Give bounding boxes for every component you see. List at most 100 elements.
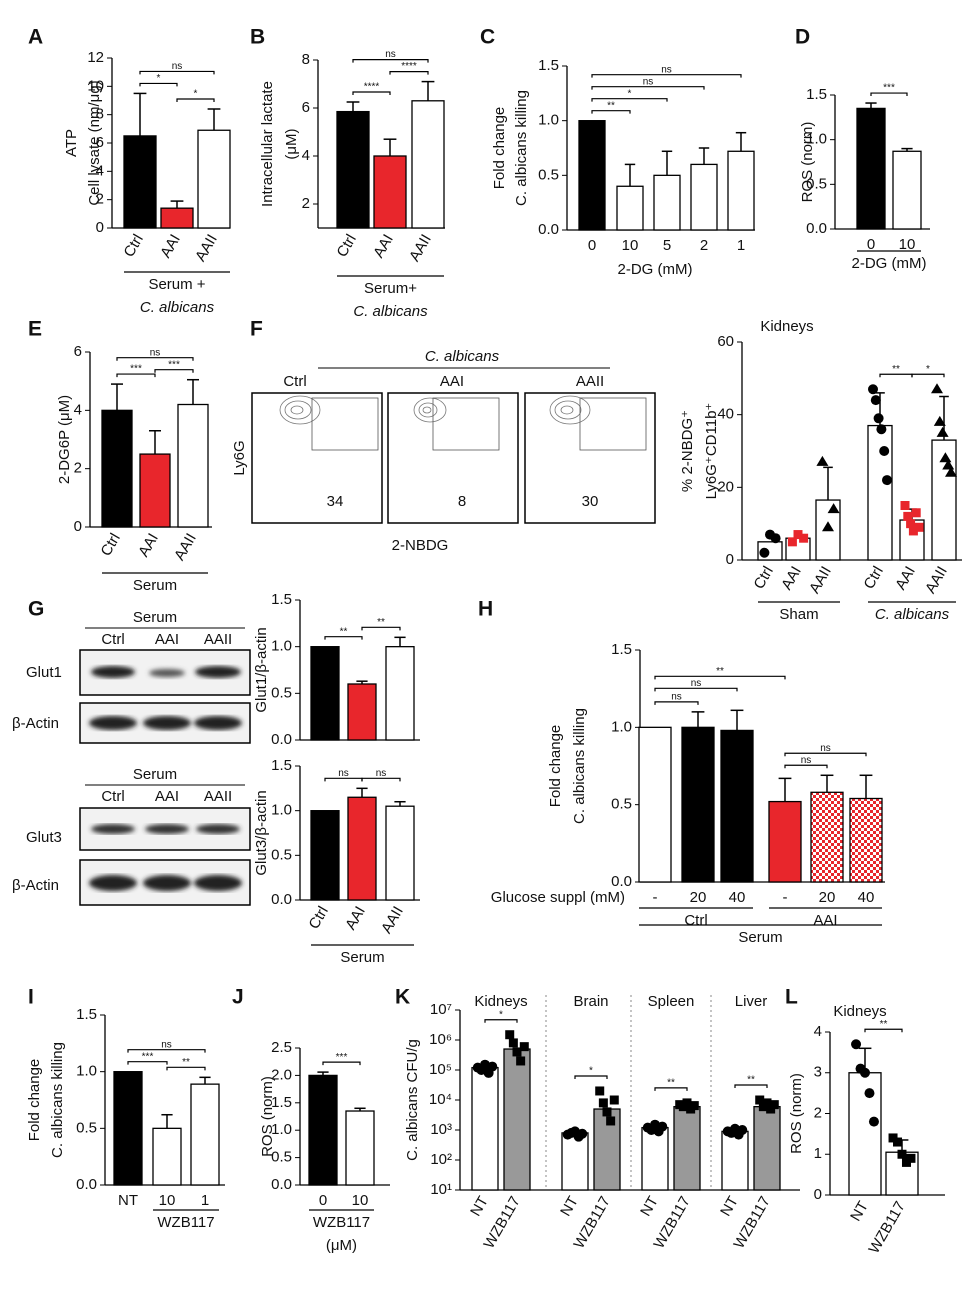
- y-tick-label: 12: [87, 49, 104, 66]
- y-tick-label: 60: [717, 333, 734, 350]
- flow-sample: AAI: [440, 373, 464, 390]
- data-point: [860, 1067, 870, 1078]
- data-point: [793, 530, 803, 540]
- data-point: [873, 413, 884, 424]
- significance-bracket: [322, 1061, 361, 1066]
- panel-label: H: [478, 598, 493, 621]
- panel-label: L: [785, 986, 798, 1009]
- data-point: [689, 1101, 699, 1111]
- y-tick-label: 0: [96, 219, 104, 236]
- panel-label: C: [480, 26, 495, 49]
- data-point: [762, 1098, 772, 1108]
- bar: [471, 1066, 499, 1191]
- significance-label: **: [667, 1078, 675, 1089]
- significance-label: ****: [401, 61, 417, 72]
- gate-value: 30: [582, 493, 599, 510]
- blot-bands: [89, 716, 242, 730]
- y-tick-label: 4: [74, 401, 82, 418]
- y-tick-label: 8: [96, 106, 104, 123]
- y-tick-label: 1.5: [271, 1094, 292, 1111]
- bar: [385, 646, 415, 741]
- x-tick-label: AAI: [892, 563, 919, 592]
- data-point: [900, 501, 910, 510]
- group-sublabel: (μM): [326, 1237, 357, 1254]
- data-point: [876, 424, 887, 435]
- gate-value: 8: [458, 493, 466, 510]
- y-axis-label: ROS (norm): [259, 1076, 276, 1157]
- x-tick-label: 10: [622, 237, 639, 254]
- lane-label: AAII: [204, 788, 232, 805]
- y-tick-label: 0.5: [611, 796, 632, 813]
- group-sublabel: C. albicans: [140, 299, 215, 316]
- bar: [641, 1126, 669, 1191]
- data-point: [893, 1137, 903, 1147]
- y-axis-label: ATP: [63, 129, 80, 157]
- y-tick-label: 2.0: [271, 1066, 292, 1083]
- data-point: [851, 1039, 862, 1050]
- y-tick-label: 1.5: [611, 641, 632, 658]
- significance-bracket: [911, 373, 945, 378]
- x-tick-label: Ctrl: [751, 563, 777, 592]
- x-tick-label: 40: [858, 889, 875, 906]
- subpanel-title: Brain: [573, 993, 608, 1010]
- y-tick-label: 10⁷: [430, 1001, 452, 1018]
- x-tick-label: 0: [588, 237, 596, 254]
- bar: [385, 805, 415, 901]
- data-point: [505, 1030, 515, 1040]
- bar: [616, 185, 644, 231]
- x-tick-label: AAII: [192, 231, 221, 264]
- bar: [721, 1130, 749, 1191]
- y-tick-label: 1.5: [538, 57, 559, 74]
- y-axis-label: % 2-NBDG⁺: [679, 410, 696, 492]
- flow-panel: F C. albicans Ctrl AAI AAII 34 8 30 Ly6G…: [231, 318, 656, 554]
- group-label: Serum: [340, 949, 384, 966]
- significance-bracket: [352, 91, 391, 95]
- x-tick-label: NT: [118, 1192, 138, 1209]
- lane-label: AAII: [204, 631, 232, 648]
- significance-label: **: [182, 1057, 190, 1068]
- y-tick-label: 0.0: [611, 873, 632, 890]
- y-tick-label: 2: [302, 195, 310, 212]
- x-tick-label: NT: [717, 1193, 742, 1219]
- significance-bracket: [154, 369, 194, 373]
- panel-label: E: [28, 318, 42, 341]
- significance-bracket: [116, 373, 156, 378]
- bar: [345, 1110, 375, 1186]
- bar: [197, 129, 231, 229]
- group-label: Serum +: [148, 276, 205, 293]
- significance-label: ns: [643, 76, 654, 87]
- y-tick-label: 4: [96, 162, 104, 179]
- data-point: [508, 1038, 518, 1048]
- significance-label: ns: [150, 347, 161, 358]
- data-point: [657, 1121, 668, 1132]
- y-axis-label: Fold change: [547, 725, 564, 808]
- x-tick-label: 10: [159, 1192, 176, 1209]
- data-point: [908, 526, 918, 536]
- flow-plot: [251, 392, 656, 524]
- data-point: [595, 1086, 605, 1096]
- bar: [690, 163, 718, 231]
- data-point: [870, 395, 881, 406]
- significance-label: ***: [130, 364, 142, 375]
- blot-panel: G Serum Ctrl AAI AAII Glut1 β-Actin Seru…: [12, 598, 251, 906]
- bar: [310, 646, 340, 741]
- data-point: [682, 1098, 692, 1108]
- significance-bracket: [352, 59, 429, 63]
- y-tick-label: 0.5: [271, 1149, 292, 1166]
- data-point: [911, 508, 921, 518]
- significance-label: ns: [161, 1039, 172, 1050]
- lane-label: Ctrl: [101, 631, 124, 648]
- row-label: Glucose suppl (mM): [491, 889, 625, 906]
- data-point: [933, 415, 946, 426]
- significance-bracket: [654, 675, 786, 680]
- x-tick-label: NT: [557, 1193, 582, 1219]
- y-tick-label: 2: [74, 460, 82, 477]
- panel-label: F: [250, 318, 263, 341]
- lane-label: Ctrl: [101, 788, 124, 805]
- y-tick-label: 20: [717, 478, 734, 495]
- significance-bracket: [176, 98, 215, 102]
- y-axis-label: C. albicans killing: [571, 708, 588, 824]
- significance-bracket: [127, 1049, 206, 1053]
- blot-row: Glut3: [26, 829, 62, 846]
